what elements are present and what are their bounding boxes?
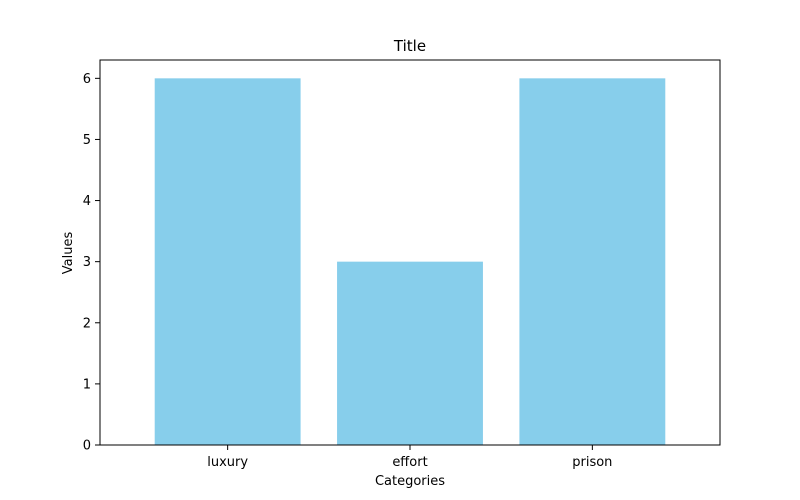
y-tick-label: 1 (83, 377, 91, 392)
bar-prison (519, 78, 666, 445)
x-axis-label: Categories (375, 474, 445, 489)
x-axis: luxury effort prison (207, 445, 612, 470)
bars-layer (154, 78, 666, 445)
y-axis-label: Values (61, 232, 76, 275)
x-tick-label-luxury: luxury (207, 455, 248, 470)
y-axis: 0 1 2 3 4 5 6 (83, 72, 100, 454)
y-tick-label: 2 (83, 316, 91, 331)
y-tick-label: 3 (83, 255, 91, 270)
bar-luxury (154, 78, 301, 445)
x-tick-label-prison: prison (572, 455, 612, 470)
y-tick-label: 6 (83, 72, 91, 87)
y-tick-label: 4 (83, 194, 91, 209)
chart-title: Title (393, 37, 426, 55)
x-tick-label-effort: effort (392, 455, 427, 470)
bar-effort (337, 261, 483, 445)
y-tick-label: 5 (83, 133, 91, 148)
y-tick-label: 0 (83, 439, 91, 454)
